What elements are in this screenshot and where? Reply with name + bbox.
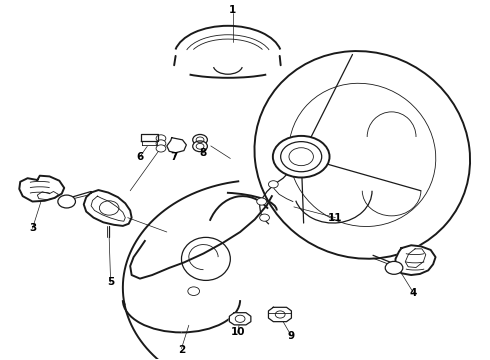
Circle shape (193, 141, 207, 152)
Text: 2: 2 (178, 345, 185, 355)
Text: 9: 9 (288, 331, 295, 341)
Polygon shape (142, 134, 158, 141)
Text: 1: 1 (229, 5, 236, 15)
Circle shape (156, 135, 166, 142)
Circle shape (193, 134, 207, 145)
Text: 5: 5 (107, 277, 114, 287)
Text: 4: 4 (410, 288, 417, 298)
Circle shape (58, 195, 75, 208)
Circle shape (156, 145, 166, 152)
Text: 8: 8 (200, 148, 207, 158)
Circle shape (273, 136, 330, 177)
Polygon shape (229, 313, 251, 325)
Circle shape (269, 181, 278, 188)
Polygon shape (167, 138, 186, 153)
Polygon shape (19, 176, 64, 202)
Circle shape (156, 140, 166, 147)
Text: 10: 10 (230, 327, 245, 337)
Polygon shape (143, 141, 157, 145)
Text: 6: 6 (136, 152, 144, 162)
Circle shape (385, 261, 403, 274)
Circle shape (260, 214, 270, 221)
Polygon shape (269, 307, 292, 321)
Text: 3: 3 (29, 224, 36, 233)
Circle shape (281, 141, 322, 172)
Text: 11: 11 (328, 213, 343, 222)
Polygon shape (395, 245, 436, 275)
Polygon shape (84, 190, 132, 226)
Text: 7: 7 (171, 152, 178, 162)
Circle shape (257, 198, 267, 205)
